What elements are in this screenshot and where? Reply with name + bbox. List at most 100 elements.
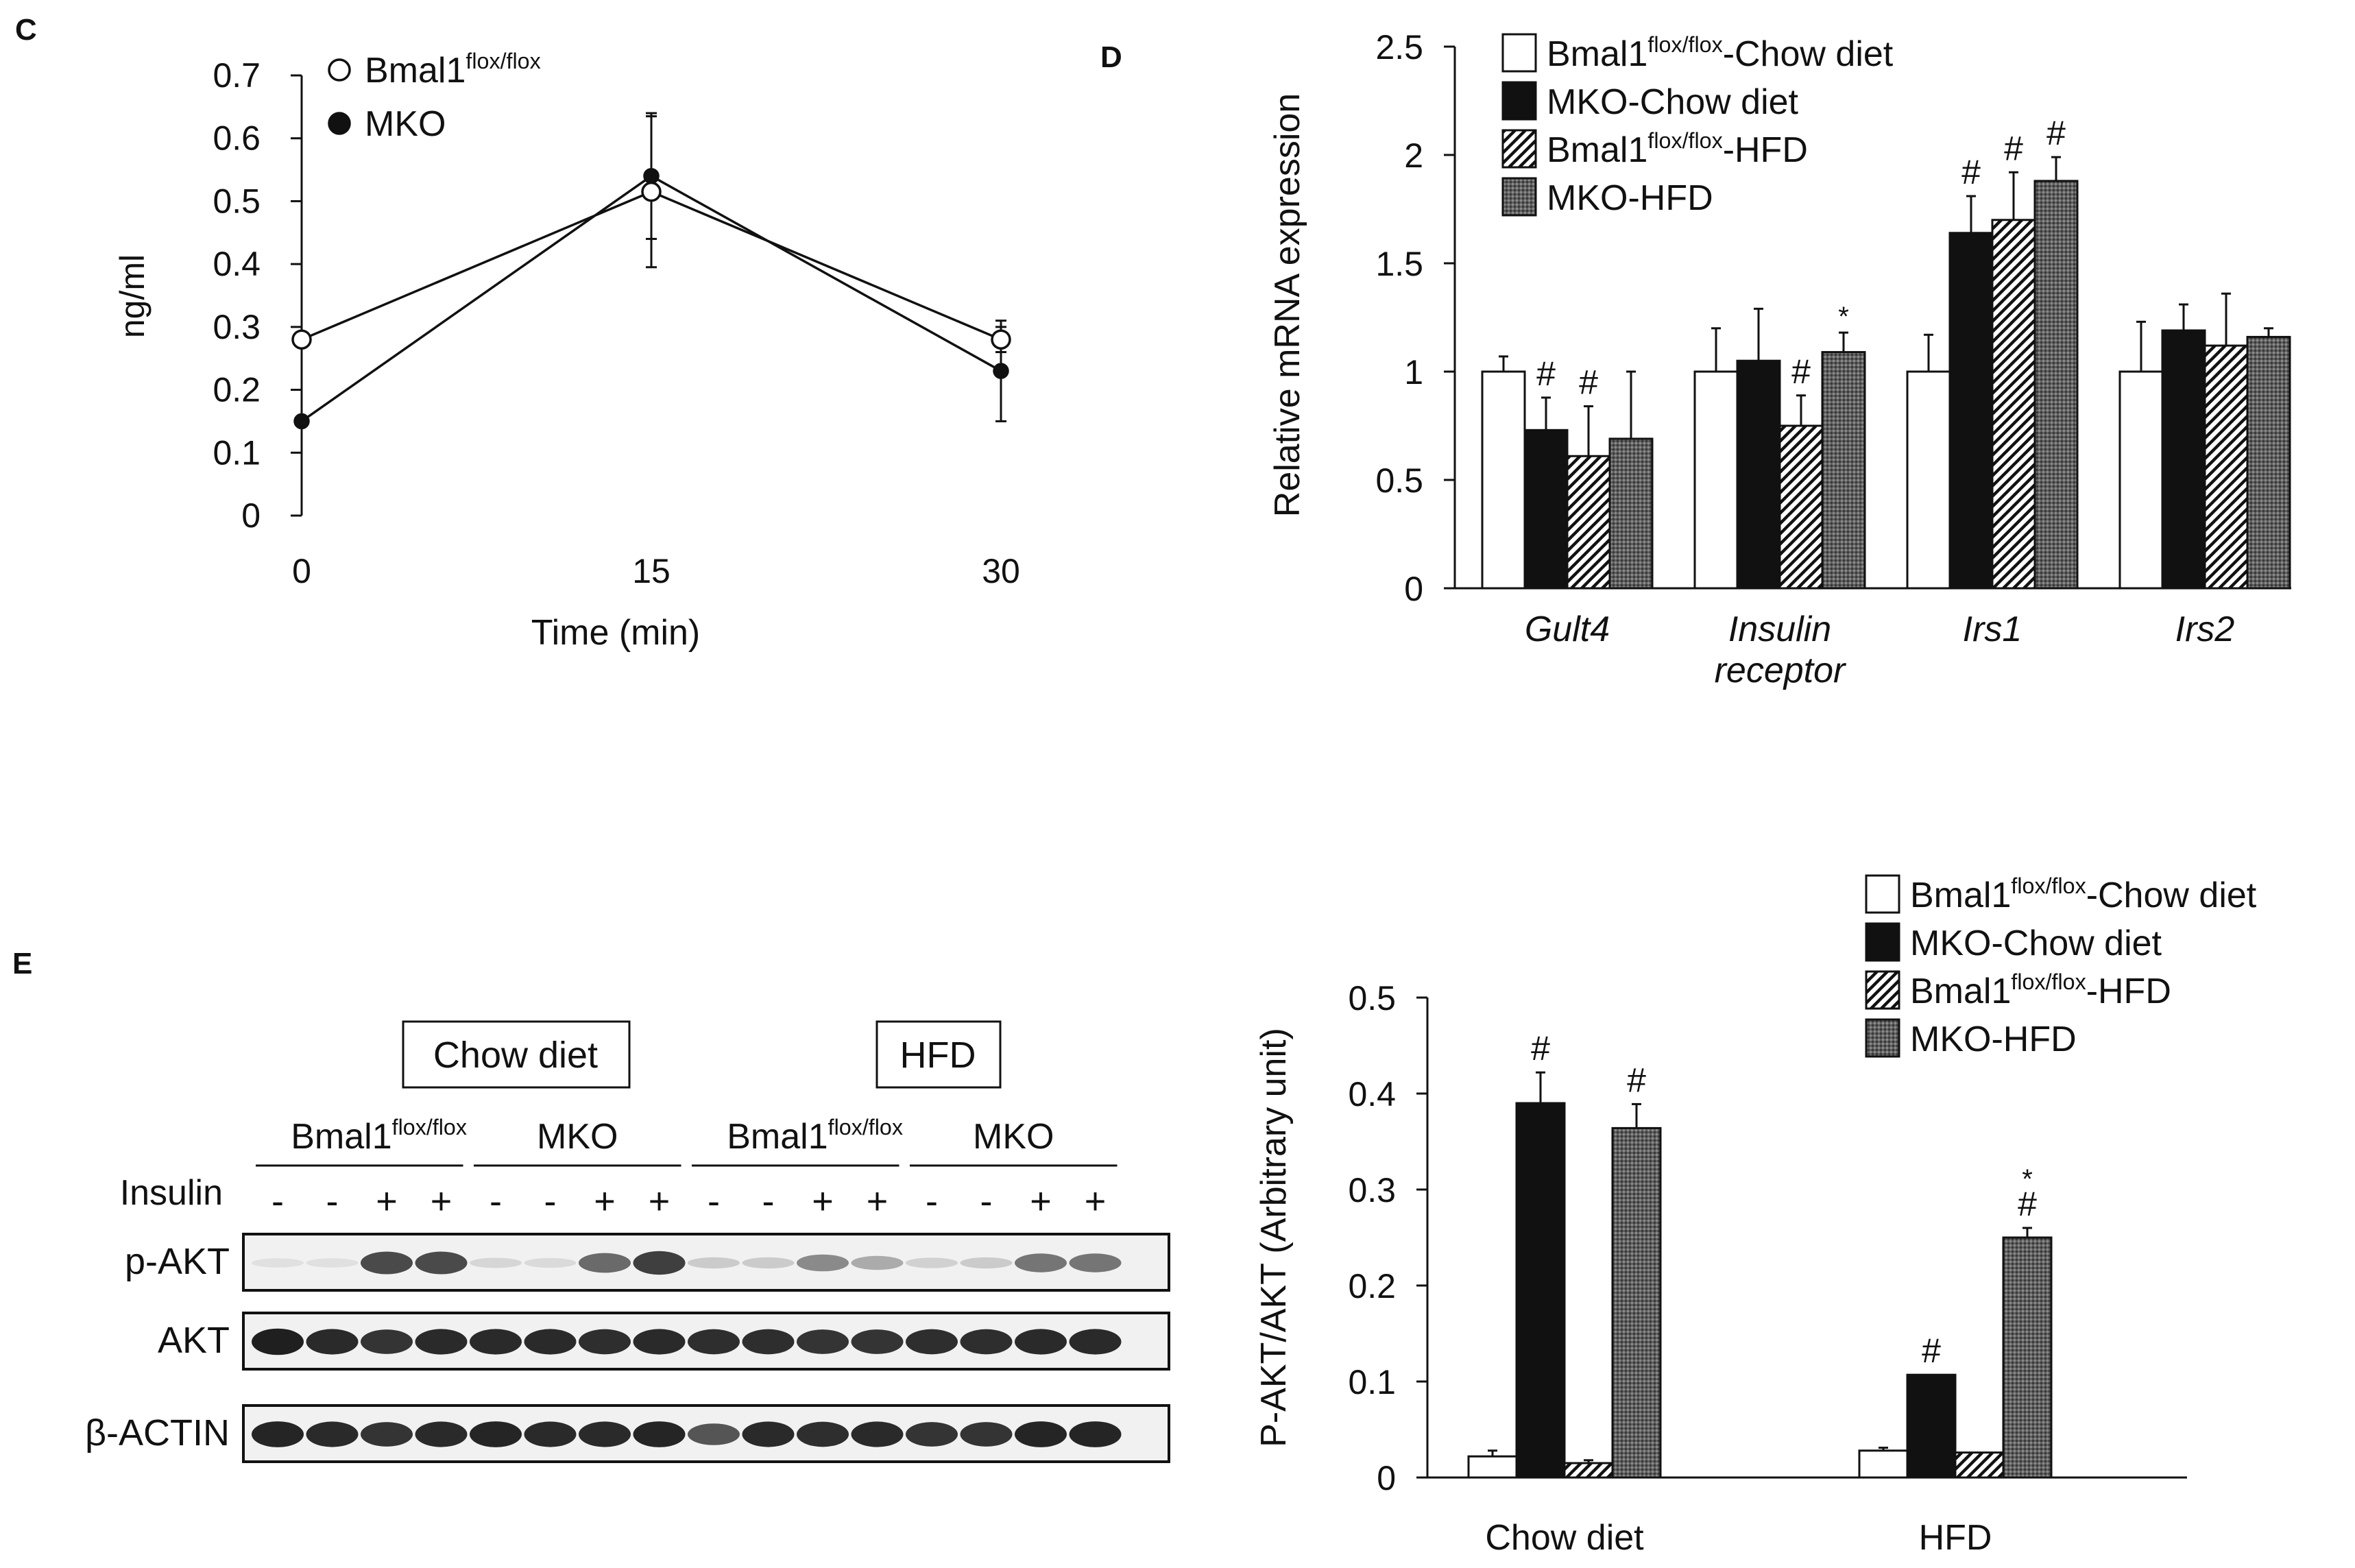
legend-marker-open-circle [328, 58, 351, 82]
panel-d-y-axis-label: Relative mRNA expression [1268, 93, 1307, 517]
significance-hash: # [1791, 352, 1811, 391]
bar-white [1858, 1449, 1909, 1479]
blot-band [306, 1329, 359, 1355]
y-tick-label: 2 [1404, 136, 1423, 175]
legend-label-text: Bmal1 [365, 51, 466, 91]
legend-label: MKO [365, 104, 446, 144]
legend-label-text: MKO-HFD [1547, 178, 1713, 218]
blot-band [633, 1421, 686, 1447]
insulin-lane-sign: + [431, 1181, 452, 1222]
insulin-lane-sign: + [649, 1181, 671, 1222]
panel-c-y-ticks: 0 0.1 0.2 0.3 0.4 0.5 0.6 0.7 [213, 56, 302, 535]
panel-d-bars: # # # * # # # [1481, 114, 2291, 590]
blot-band [906, 1422, 958, 1447]
legend-label-text: Bmal1 [1547, 34, 1647, 74]
blot-band [1015, 1421, 1067, 1447]
legend-swatch-white [1501, 33, 1537, 73]
blot-subgroup-label: Bmal1flox/flox [727, 1115, 903, 1157]
blot-band [579, 1421, 631, 1447]
blot-band [688, 1329, 740, 1355]
y-tick-label: 1 [1404, 353, 1423, 391]
category-label: receptor [1715, 651, 1847, 690]
bar-black [1736, 359, 1781, 590]
blot-band [470, 1421, 522, 1447]
legend-label: Bmal1flox/flox-HFD [1910, 969, 2171, 1011]
blot-subgroup-label-superscript: flox/flox [392, 1115, 467, 1139]
blot-band [688, 1423, 740, 1445]
blot-band [252, 1328, 304, 1355]
blot-band [688, 1257, 740, 1269]
blot-band [797, 1329, 849, 1354]
blot-band [851, 1255, 904, 1270]
bar-white [1467, 1455, 1518, 1479]
y-tick-label: 0.1 [213, 433, 261, 472]
insulin-lane-sign: + [376, 1181, 398, 1222]
x-tick-label: 30 [982, 552, 1020, 590]
blot-band [633, 1329, 686, 1355]
y-tick-label: 2.5 [1375, 28, 1423, 67]
panel-d-label: D [1100, 40, 1122, 74]
bar-black [1515, 1102, 1566, 1479]
category-label: Irs2 [2175, 610, 2235, 649]
insulin-lane-sign: - [271, 1181, 284, 1222]
y-tick-label: 0.4 [1348, 1075, 1396, 1113]
bar-black [1523, 429, 1569, 590]
y-tick-label: 0 [241, 496, 261, 535]
legend-label: MKO-Chow diet [1547, 82, 1799, 122]
blot-subgroup-label-text: Bmal1 [727, 1117, 828, 1157]
bar-dots [1611, 1126, 1662, 1479]
bar-black [1948, 232, 1994, 590]
blot-band [960, 1257, 1013, 1269]
blot-band [415, 1421, 468, 1447]
y-tick-label: 0.3 [1348, 1171, 1396, 1209]
y-tick-label: 0.2 [213, 371, 261, 409]
legend-label: MKO-HFD [1547, 178, 1713, 218]
legend-label-superscript: flox/flox [1647, 128, 1722, 153]
blot-band [797, 1421, 849, 1447]
category-label: HFD [1919, 1518, 1992, 1558]
significance-hash: # [1579, 363, 1598, 402]
blot-band [797, 1254, 849, 1272]
legend-swatch-hatch [1501, 129, 1537, 169]
legend-label-suffix: -Chow diet [2086, 876, 2257, 915]
open-data-point [291, 329, 312, 350]
blot-row-label: p-AKT [125, 1241, 230, 1282]
blot-band [252, 1421, 304, 1447]
insulin-lane-sign: - [926, 1181, 938, 1222]
y-tick-label: 0 [1377, 1459, 1396, 1497]
legend-swatch-black [1865, 922, 1900, 962]
panel-e-bars: ####* [1467, 1029, 2053, 1479]
blot-group-label: Chow diet [433, 1035, 598, 1076]
insulin-lane-sign: + [594, 1181, 616, 1222]
open-data-point [641, 181, 662, 202]
panel-c-x-ticks: 0 15 30 [292, 552, 1020, 590]
open-data-point [991, 329, 1011, 350]
bar-hatch [2203, 344, 2249, 590]
insulin-lane-sign: + [812, 1181, 834, 1222]
legend-label-text: Bmal1 [1547, 130, 1647, 170]
panel-e-label: E [12, 947, 32, 980]
y-tick-label: 0.1 [1348, 1363, 1396, 1401]
bar-dots [1608, 437, 1654, 590]
bar-white [1481, 370, 1526, 590]
blot-band [742, 1257, 795, 1269]
x-tick-label: 0 [292, 552, 311, 590]
bar-dots [2246, 335, 2291, 590]
blot-subgroup-label: Bmal1flox/flox [291, 1115, 467, 1157]
legend-label-superscript: flox/flox [2011, 873, 2086, 898]
significance-hash: # [1922, 1331, 1941, 1370]
filled-data-point [993, 363, 1009, 379]
blot-band [851, 1421, 904, 1447]
blot-group-label: HFD [900, 1035, 976, 1076]
legend-label-superscript: flox/flox [2011, 969, 2086, 994]
y-tick-label: 0.5 [1348, 979, 1396, 1017]
bar-hatch [1954, 1451, 2005, 1479]
bar-black [1906, 1373, 1957, 1479]
blot-band [524, 1421, 577, 1447]
panel-c-label: C [15, 13, 37, 47]
blot-band [579, 1329, 631, 1355]
bar-dots [1821, 351, 1866, 590]
